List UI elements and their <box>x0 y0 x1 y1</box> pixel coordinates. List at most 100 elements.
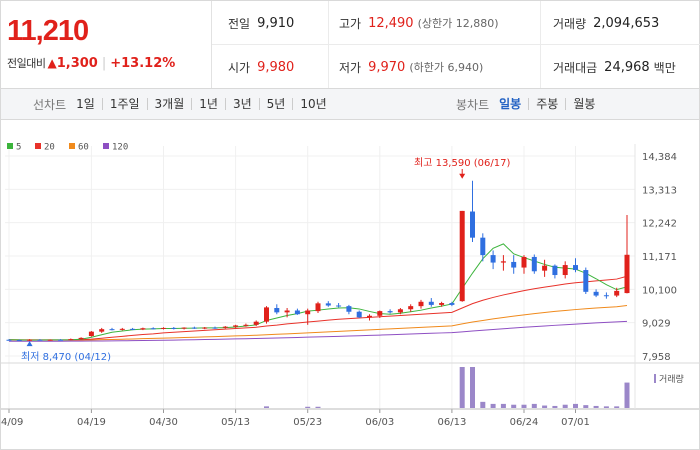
candlestick-chart: 14,384 13,313 12,242 11,171 10,100 9,029 7,958… <box>0 120 700 450</box>
y-tick-label: 7,958 <box>642 352 671 363</box>
current-price: 11,210 <box>7 15 89 47</box>
candle-body <box>408 306 414 310</box>
candle-body <box>480 237 486 256</box>
period-tabbar: 선차트 1일 1주일 3개월 1년 3년 5년 10년 봉차트 일봉 주봉 월봉 <box>0 88 700 120</box>
candle-body <box>418 301 424 307</box>
candle-body <box>88 331 94 337</box>
legend-swatch <box>69 143 75 149</box>
price-header: 11,210 전일대비 ▲1,300 | +13.12% 전일 9,910 고가 12… <box>0 0 700 89</box>
candle-body <box>233 325 239 327</box>
change-row: 전일대비 ▲1,300 | +13.12% <box>7 55 175 71</box>
candle-body <box>367 315 372 318</box>
candle-body <box>439 303 445 305</box>
candle-body <box>490 255 496 263</box>
volume-bar <box>593 405 599 408</box>
candle-body <box>573 265 578 271</box>
volume-bar <box>305 406 311 408</box>
y-tick-label: 9,029 <box>642 319 671 330</box>
candle-body <box>109 329 115 331</box>
stat-value: 9,980 <box>257 59 295 75</box>
tab-10y[interactable]: 10년 <box>292 98 333 110</box>
y-tick-label: 13,313 <box>642 185 677 196</box>
candle-body <box>181 327 187 329</box>
x-tick-label: 05/23 <box>293 417 322 428</box>
tab-1y[interactable]: 1년 <box>191 98 225 110</box>
x-tick-label: 06/13 <box>437 417 466 428</box>
line-chart-title: 선차트 <box>33 97 67 112</box>
stat-sub: (하한가 6,940) <box>409 61 484 74</box>
volume-bar <box>583 405 589 408</box>
y-tick-label: 14,384 <box>642 152 677 163</box>
change-value: 1,300 <box>56 56 98 71</box>
tab-monthly[interactable]: 월봉 <box>565 98 602 110</box>
candle-body <box>459 210 465 302</box>
x-tick-label: 04/09 <box>1 417 23 428</box>
volume-bar <box>531 403 537 408</box>
stat-label: 고가 <box>339 16 362 31</box>
candle-body <box>562 265 568 276</box>
stat-value: 12,490 <box>368 15 414 31</box>
low-annotation: 최저 8,470 (04/12) <box>21 351 111 363</box>
candle-body <box>521 256 527 268</box>
candle-body <box>552 265 558 276</box>
candle-body <box>47 339 53 341</box>
x-tick-label: 06/03 <box>365 417 394 428</box>
candle-chart-title: 봉차트 <box>456 97 490 112</box>
candle-body <box>274 308 280 313</box>
candle-body <box>356 311 362 318</box>
up-triangle-icon: ▲ <box>47 56 57 70</box>
candle-body <box>500 261 506 263</box>
tab-1w[interactable]: 1주일 <box>101 98 147 110</box>
stat-value: 24,968 <box>604 59 650 75</box>
candle-body <box>171 327 177 329</box>
candle-body <box>212 327 218 329</box>
legend-label: 60 <box>78 143 89 153</box>
y-tick-label: 12,242 <box>642 219 677 230</box>
y-tick-label: 10,100 <box>642 285 677 296</box>
candle-body <box>325 303 331 306</box>
stat-volume: 거래량 2,094,653 <box>540 1 700 45</box>
stat-low: 저가 9,970 (하한가 6,940) <box>328 45 540 89</box>
volume-bar <box>542 405 548 408</box>
candle-body <box>222 326 228 328</box>
ma120-line <box>9 320 628 342</box>
stat-amount: 거래대금 24,968 백만 <box>540 45 700 89</box>
candle-body <box>264 307 269 322</box>
legend-swatch <box>7 143 13 149</box>
candle-body <box>336 305 342 307</box>
candle-body <box>191 327 197 329</box>
ma60-line <box>8 305 628 341</box>
line-chart-tabs: 선차트 1일 1주일 3개월 1년 3년 5년 10년 <box>33 89 334 119</box>
stat-label: 거래량 <box>553 16 587 31</box>
y-tick-label: 11,171 <box>642 252 677 263</box>
candle-body <box>428 301 434 305</box>
legend-swatch <box>103 143 109 149</box>
volume-bar <box>573 403 578 408</box>
stat-label: 거래대금 <box>553 60 598 75</box>
volume-bar <box>490 403 496 408</box>
tab-daily[interactable]: 일봉 <box>499 97 522 111</box>
volume-bar <box>470 367 475 408</box>
x-tick-label: 07/01 <box>561 417 590 428</box>
price-stats: 전일 9,910 고가 12,490 (상한가 12,880) 거래량 2,09… <box>211 1 700 89</box>
candle-body <box>243 324 249 326</box>
candle-body <box>624 254 630 294</box>
volume-bar <box>624 382 630 408</box>
candle-body <box>542 265 548 271</box>
candle-body <box>37 339 43 341</box>
ma20-line <box>8 275 628 341</box>
current-price-block: 11,210 전일대비 ▲1,300 | +13.12% <box>1 1 211 89</box>
tab-3y[interactable]: 3년 <box>224 98 259 110</box>
tab-1d[interactable]: 1일 <box>76 97 95 111</box>
candle-body <box>161 327 166 329</box>
stat-label: 시가 <box>228 60 251 75</box>
stats-row: 전일 9,910 고가 12,490 (상한가 12,880) 거래량 2,09… <box>212 1 700 45</box>
stats-row: 시가 9,980 저가 9,970 (하한가 6,940) 거래대금 24,96… <box>212 45 700 89</box>
tab-weekly[interactable]: 주봉 <box>528 98 565 110</box>
candle-body <box>603 295 609 297</box>
tab-3m[interactable]: 3개월 <box>146 98 192 110</box>
candle-body <box>614 290 620 296</box>
candle-chart-tabs: 봉차트 일봉 주봉 월봉 <box>456 89 602 119</box>
tab-5y[interactable]: 5년 <box>258 98 293 110</box>
volume-bar <box>500 403 506 408</box>
